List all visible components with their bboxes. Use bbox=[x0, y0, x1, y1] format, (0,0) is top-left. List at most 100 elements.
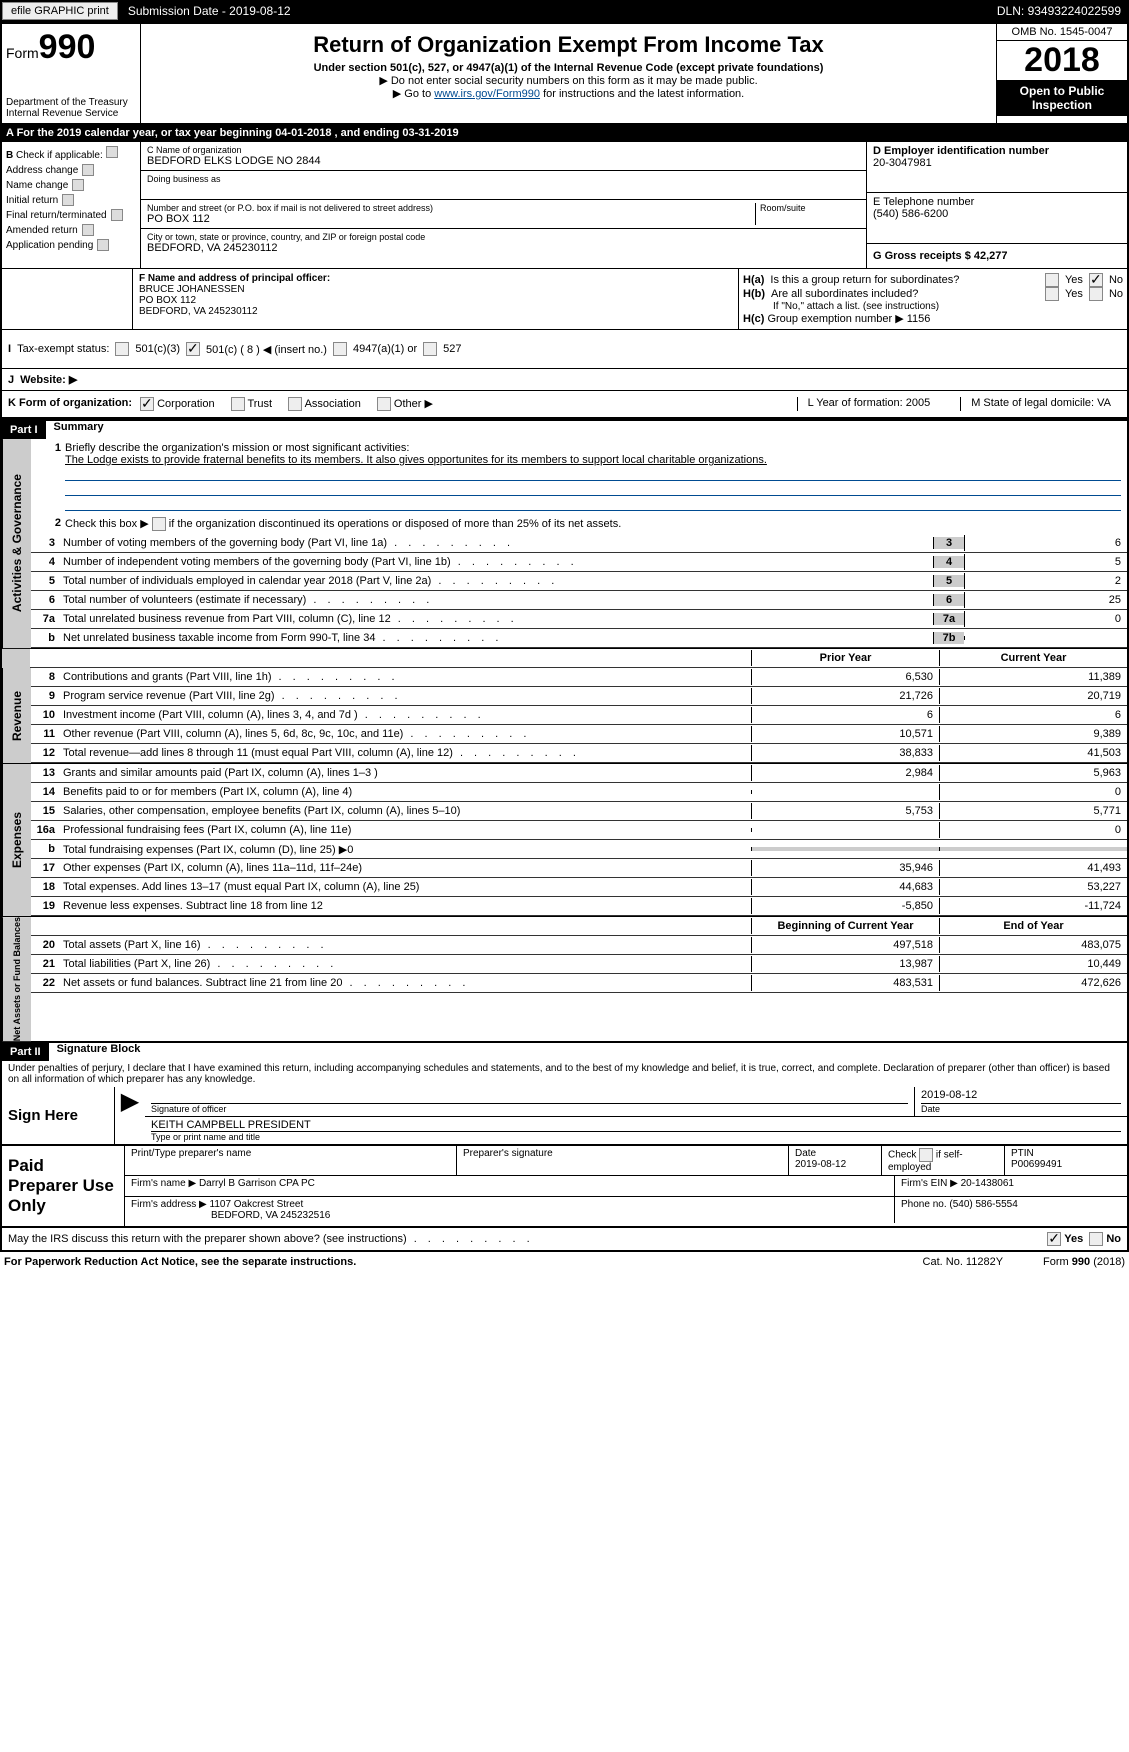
paperwork-notice: For Paperwork Reduction Act Notice, see … bbox=[4, 1256, 356, 1268]
check-initial-return[interactable]: Initial return bbox=[6, 194, 136, 206]
rev-9-py: 21,726 bbox=[751, 688, 939, 704]
section-b: B Check if applicable: Address change Na… bbox=[0, 142, 1129, 268]
expenses-section: Expenses 13Grants and similar amounts pa… bbox=[0, 764, 1129, 917]
line-3-text: Number of voting members of the governin… bbox=[59, 535, 933, 551]
check-address-change[interactable]: Address change bbox=[6, 164, 136, 176]
exp-16a-text: Professional fundraising fees (Part IX, … bbox=[59, 822, 751, 838]
state-domicile: M State of legal domicile: VA bbox=[960, 397, 1121, 411]
gov-label: Activities & Governance bbox=[2, 439, 31, 648]
efile-print-button[interactable]: efile GRAPHIC print bbox=[2, 2, 118, 20]
exp-label: Expenses bbox=[2, 764, 31, 916]
mission-text: The Lodge exists to provide fraternal be… bbox=[65, 454, 767, 466]
check-pending[interactable]: Application pending bbox=[6, 239, 136, 251]
d-label: D Employer identification number bbox=[873, 145, 1121, 157]
footer: For Paperwork Reduction Act Notice, see … bbox=[0, 1252, 1129, 1272]
g-gross-receipts: G Gross receipts $ 42,277 bbox=[873, 250, 1121, 262]
rev-10-text: Investment income (Part VIII, column (A)… bbox=[59, 707, 751, 723]
rev-8-py: 6,530 bbox=[751, 669, 939, 685]
net-section: Net Assets or Fund Balances Beginning of… bbox=[0, 917, 1129, 1043]
line-b-text: Net unrelated business taxable income fr… bbox=[59, 630, 933, 646]
row-a-tax-year: A For the 2019 calendar year, or tax yea… bbox=[0, 125, 1129, 142]
check-trust[interactable] bbox=[231, 397, 245, 411]
check-discontinued[interactable] bbox=[152, 517, 166, 531]
omb-number: OMB No. 1545-0047 bbox=[997, 24, 1127, 41]
section-f: F Name and address of principal officer:… bbox=[0, 268, 1129, 329]
firm-ein: Firm's EIN ▶ 20-1438061 bbox=[895, 1176, 1127, 1196]
rev-11-py: 10,571 bbox=[751, 726, 939, 742]
row-i: I Tax-exempt status: 501(c)(3) 501(c) ( … bbox=[0, 329, 1129, 368]
org-city: BEDFORD, VA 245230112 bbox=[147, 242, 860, 254]
net-21-text: Total liabilities (Part X, line 26) bbox=[59, 956, 751, 972]
main-title: Return of Organization Exempt From Incom… bbox=[145, 32, 992, 58]
room-label: Room/suite bbox=[760, 203, 860, 213]
exp-17-py: 35,946 bbox=[751, 860, 939, 876]
end-year-head: End of Year bbox=[939, 918, 1127, 934]
submission-date: Submission Date - 2019-08-12 bbox=[120, 2, 299, 20]
ha-text: Is this a group return for subordinates? bbox=[770, 274, 1039, 286]
part2-title: Signature Block bbox=[49, 1043, 141, 1061]
net-20-text: Total assets (Part X, line 16) bbox=[59, 937, 751, 953]
check-self-employed[interactable] bbox=[919, 1148, 933, 1162]
check-501c3[interactable] bbox=[115, 342, 129, 356]
line-6-label: 6 bbox=[933, 594, 964, 606]
exp-b-cy bbox=[939, 847, 1127, 851]
ha-yes[interactable] bbox=[1045, 273, 1059, 287]
line-4-label: 4 bbox=[933, 556, 964, 568]
rev-9-cy: 20,719 bbox=[939, 688, 1127, 704]
line-3-val: 6 bbox=[964, 535, 1127, 551]
check-other[interactable] bbox=[377, 397, 391, 411]
current-year-head: Current Year bbox=[939, 650, 1127, 666]
date-label: Date bbox=[921, 1104, 1121, 1114]
hb-note: If "No," attach a list. (see instruction… bbox=[743, 301, 1123, 312]
exp-18-cy: 53,227 bbox=[939, 879, 1127, 895]
org-address: PO BOX 112 bbox=[147, 213, 755, 225]
form-label-footer: Form 990 (2018) bbox=[1043, 1256, 1125, 1268]
discuss-no[interactable] bbox=[1089, 1232, 1103, 1246]
check-final-return[interactable]: Final return/terminated bbox=[6, 209, 136, 221]
part1-label: Part I bbox=[2, 421, 46, 439]
check-assoc[interactable] bbox=[288, 397, 302, 411]
line-5-val: 2 bbox=[964, 573, 1127, 589]
check-527[interactable] bbox=[423, 342, 437, 356]
check-name-change[interactable]: Name change bbox=[6, 179, 136, 191]
check-applicable[interactable] bbox=[106, 146, 118, 158]
officer-addr2: BEDFORD, VA 245230112 bbox=[139, 306, 732, 317]
exp-14-text: Benefits paid to or for members (Part IX… bbox=[59, 784, 751, 800]
firm-city: BEDFORD, VA 245232516 bbox=[131, 1210, 888, 1221]
phone: (540) 586-6200 bbox=[873, 208, 1121, 220]
name-title-label: Type or print name and title bbox=[151, 1132, 1121, 1142]
exp-19-cy: -11,724 bbox=[939, 898, 1127, 914]
sig-officer-label: Signature of officer bbox=[151, 1104, 908, 1114]
line-7a-label: 7a bbox=[933, 613, 964, 625]
hb-yes[interactable] bbox=[1045, 287, 1059, 301]
exp-15-cy: 5,771 bbox=[939, 803, 1127, 819]
irs-link[interactable]: www.irs.gov/Form990 bbox=[434, 88, 540, 100]
line-7a-val: 0 bbox=[964, 611, 1127, 627]
discuss-row: May the IRS discuss this return with the… bbox=[0, 1228, 1129, 1252]
dln: DLN: 93493224022599 bbox=[989, 2, 1129, 20]
exp-16a-cy: 0 bbox=[939, 822, 1127, 838]
check-501c[interactable] bbox=[186, 342, 200, 356]
exp-19-text: Revenue less expenses. Subtract line 18 … bbox=[59, 898, 751, 914]
exp-14-py bbox=[751, 790, 939, 794]
revenue-section: Revenue 8Contributions and grants (Part … bbox=[0, 668, 1129, 764]
line-7a-text: Total unrelated business revenue from Pa… bbox=[59, 611, 933, 627]
sign-section: Sign Here ▶ Signature of officer 2019-08… bbox=[0, 1087, 1129, 1146]
c-label: C Name of organization bbox=[147, 145, 860, 155]
discuss-yes[interactable] bbox=[1047, 1232, 1061, 1246]
form-label: Form bbox=[6, 45, 39, 61]
officer-name: BRUCE JOHANESSEN bbox=[139, 284, 732, 295]
rev-label: Revenue bbox=[2, 668, 31, 763]
line-4-val: 5 bbox=[964, 554, 1127, 570]
hb-no[interactable] bbox=[1089, 287, 1103, 301]
check-4947[interactable] bbox=[333, 342, 347, 356]
prep-name-head: Print/Type preparer's name bbox=[125, 1146, 457, 1175]
firm-addr: Firm's address ▶ 1107 Oakcrest Street bbox=[131, 1199, 888, 1210]
ha-no[interactable] bbox=[1089, 273, 1103, 287]
check-corp[interactable] bbox=[140, 397, 154, 411]
dba-label: Doing business as bbox=[147, 174, 860, 184]
check-amended[interactable]: Amended return bbox=[6, 224, 136, 236]
rev-11-text: Other revenue (Part VIII, column (A), li… bbox=[59, 726, 751, 742]
subtitle-2: ▶ Do not enter social security numbers o… bbox=[145, 74, 992, 87]
line-5-text: Total number of individuals employed in … bbox=[59, 573, 933, 589]
